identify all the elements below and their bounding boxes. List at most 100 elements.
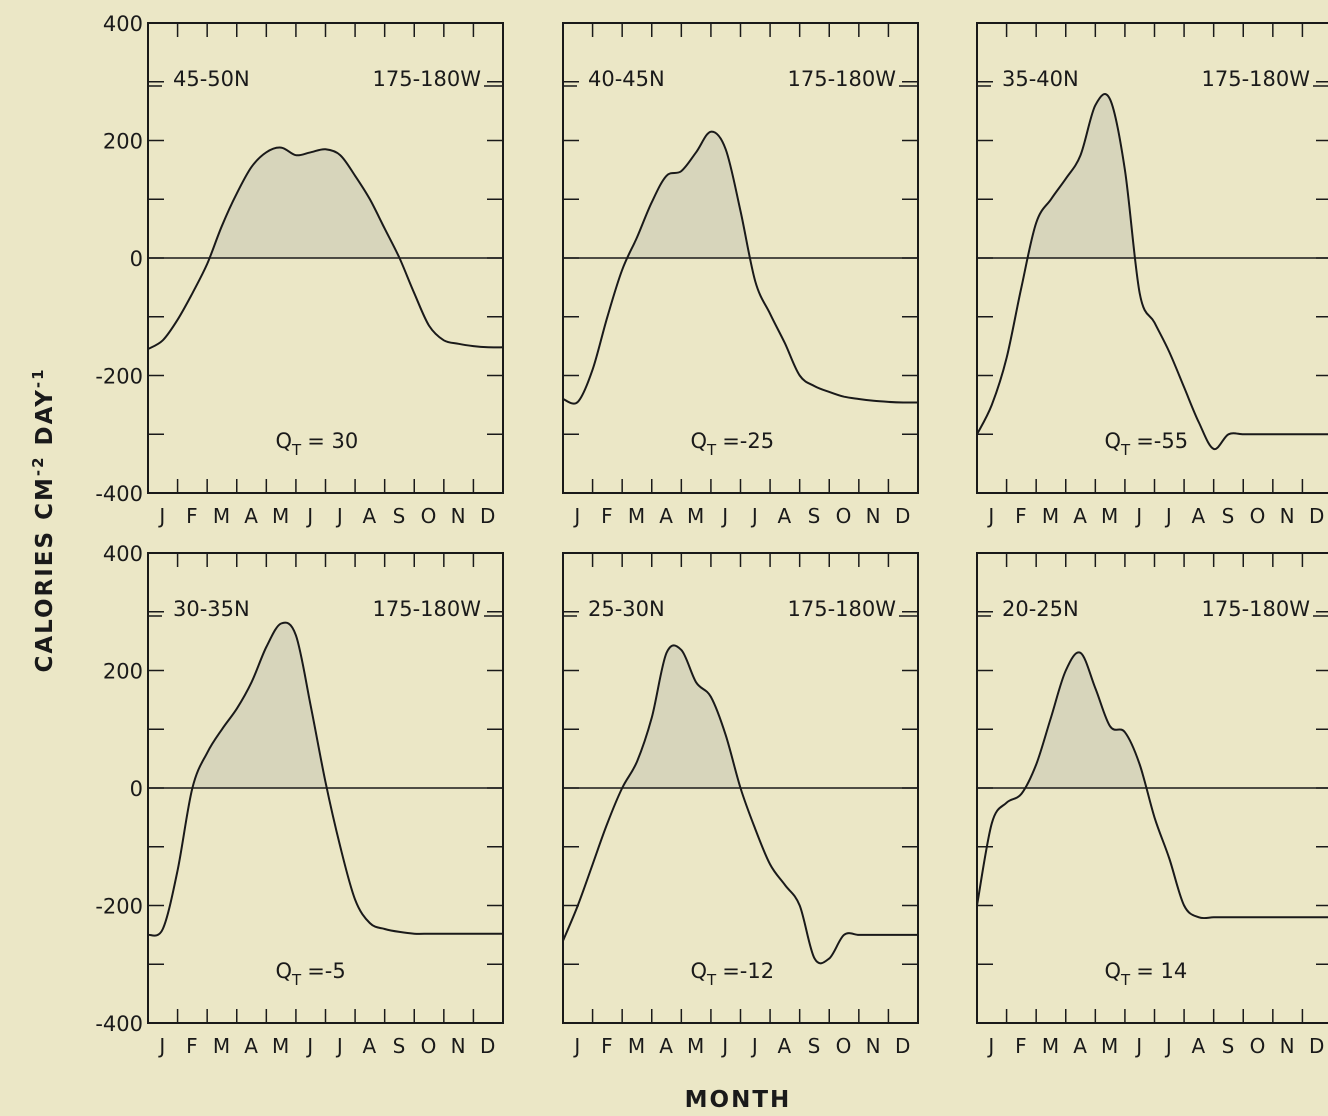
x-tick-label: M bbox=[213, 504, 231, 528]
x-tick-label: O bbox=[836, 1034, 853, 1058]
positive-area bbox=[563, 645, 918, 788]
longitude-label: 175-180W bbox=[1201, 597, 1310, 621]
longitude-label: 175-180W bbox=[1201, 67, 1310, 91]
x-tick-label: D bbox=[1309, 1034, 1325, 1058]
x-tick-label: J bbox=[1134, 504, 1143, 528]
x-tick-label: J bbox=[305, 504, 314, 528]
x-tick-label: J bbox=[157, 1034, 166, 1058]
x-tick-label: A bbox=[659, 504, 674, 528]
x-tick-label: M bbox=[628, 1034, 646, 1058]
series-line bbox=[563, 130, 918, 405]
y-axis-title-sup: -2 bbox=[29, 455, 47, 476]
x-tick-label: A bbox=[659, 1034, 674, 1058]
positive-area bbox=[148, 147, 503, 258]
x-tick-label: D bbox=[480, 504, 496, 528]
x-tick-label: A bbox=[1192, 504, 1207, 528]
x-tick-label: A bbox=[778, 1034, 793, 1058]
x-tick-label: N bbox=[1280, 1034, 1296, 1058]
x-tick-label: S bbox=[393, 1034, 407, 1058]
longitude-label: 175-180W bbox=[372, 67, 481, 91]
x-tick-label: M bbox=[213, 1034, 231, 1058]
x-tick-label: A bbox=[778, 504, 793, 528]
x-tick-label: A bbox=[1192, 1034, 1207, 1058]
positive-area bbox=[563, 131, 918, 258]
x-tick-label: J bbox=[1164, 504, 1173, 528]
x-tick-label: A bbox=[363, 504, 378, 528]
x-tick-label: F bbox=[1015, 504, 1028, 528]
x-tick-label: J bbox=[750, 504, 759, 528]
x-tick-label: D bbox=[895, 1034, 911, 1058]
x-tick-label: S bbox=[1222, 1034, 1236, 1058]
x-tick-label: F bbox=[186, 504, 199, 528]
x-tick-label: J bbox=[572, 504, 581, 528]
x-tick-label: J bbox=[986, 1034, 995, 1058]
x-tick-label: N bbox=[1280, 504, 1296, 528]
x-tick-label: S bbox=[808, 504, 822, 528]
latitude-label: 45-50N bbox=[173, 67, 250, 91]
qt-annotation: QT = 30 bbox=[276, 429, 359, 459]
x-tick-label: A bbox=[244, 1034, 259, 1058]
y-tick-label: 0 bbox=[130, 777, 143, 801]
latitude-label: 35-40N bbox=[1002, 67, 1079, 91]
y-tick-label: -400 bbox=[95, 482, 143, 506]
positive-area bbox=[148, 622, 503, 788]
x-tick-label: F bbox=[601, 504, 614, 528]
x-tick-label: F bbox=[1015, 1034, 1028, 1058]
x-tick-label: M bbox=[272, 504, 290, 528]
latitude-label: 25-30N bbox=[588, 597, 665, 621]
x-tick-label: A bbox=[244, 504, 259, 528]
y-tick-label: 0 bbox=[130, 247, 143, 271]
x-tick-label: J bbox=[335, 504, 344, 528]
x-tick-label: O bbox=[1250, 1034, 1267, 1058]
x-tick-label: O bbox=[421, 504, 438, 528]
x-tick-label: M bbox=[628, 504, 646, 528]
x-tick-label: N bbox=[866, 504, 882, 528]
x-tick-label: M bbox=[687, 1034, 705, 1058]
longitude-label: 175-180W bbox=[787, 597, 896, 621]
x-tick-label: N bbox=[866, 1034, 882, 1058]
x-tick-label: J bbox=[157, 504, 166, 528]
latitude-label: 30-35N bbox=[173, 597, 250, 621]
x-tick-label: J bbox=[720, 504, 729, 528]
x-tick-label: D bbox=[895, 504, 911, 528]
x-tick-label: F bbox=[186, 1034, 199, 1058]
x-tick-label: A bbox=[1073, 504, 1088, 528]
y-tick-label: 400 bbox=[103, 12, 143, 36]
x-tick-label: S bbox=[808, 1034, 822, 1058]
series-line bbox=[563, 644, 918, 965]
y-tick-label: -200 bbox=[95, 895, 143, 919]
qt-annotation: QT = 14 bbox=[1105, 959, 1188, 989]
x-tick-label: J bbox=[1164, 1034, 1173, 1058]
x-tick-label: F bbox=[601, 1034, 614, 1058]
x-tick-label: J bbox=[1134, 1034, 1143, 1058]
x-tick-label: O bbox=[1250, 504, 1267, 528]
x-tick-label: D bbox=[480, 1034, 496, 1058]
x-tick-label: J bbox=[305, 1034, 314, 1058]
y-tick-label: -200 bbox=[95, 365, 143, 389]
x-tick-label: A bbox=[1073, 1034, 1088, 1058]
x-tick-label: J bbox=[720, 1034, 729, 1058]
qt-annotation: QT =-12 bbox=[691, 959, 775, 989]
x-tick-label: M bbox=[1101, 1034, 1119, 1058]
y-axis-title: CALORIES CM-2 DAY-1 bbox=[29, 367, 58, 672]
series-line bbox=[148, 621, 503, 937]
x-tick-label: M bbox=[272, 1034, 290, 1058]
qt-annotation: QT =-5 bbox=[276, 959, 346, 989]
y-tick-label: 200 bbox=[103, 130, 143, 154]
x-axis-title: MONTH bbox=[685, 1087, 792, 1113]
positive-area bbox=[977, 94, 1328, 258]
qt-annotation: QT =-25 bbox=[691, 429, 775, 459]
x-tick-label: J bbox=[986, 504, 995, 528]
qt-annotation: QT =-55 bbox=[1105, 429, 1189, 459]
x-tick-label: M bbox=[687, 504, 705, 528]
x-tick-label: S bbox=[393, 504, 407, 528]
series-line bbox=[148, 146, 503, 350]
x-tick-label: A bbox=[363, 1034, 378, 1058]
x-tick-label: D bbox=[1309, 504, 1325, 528]
